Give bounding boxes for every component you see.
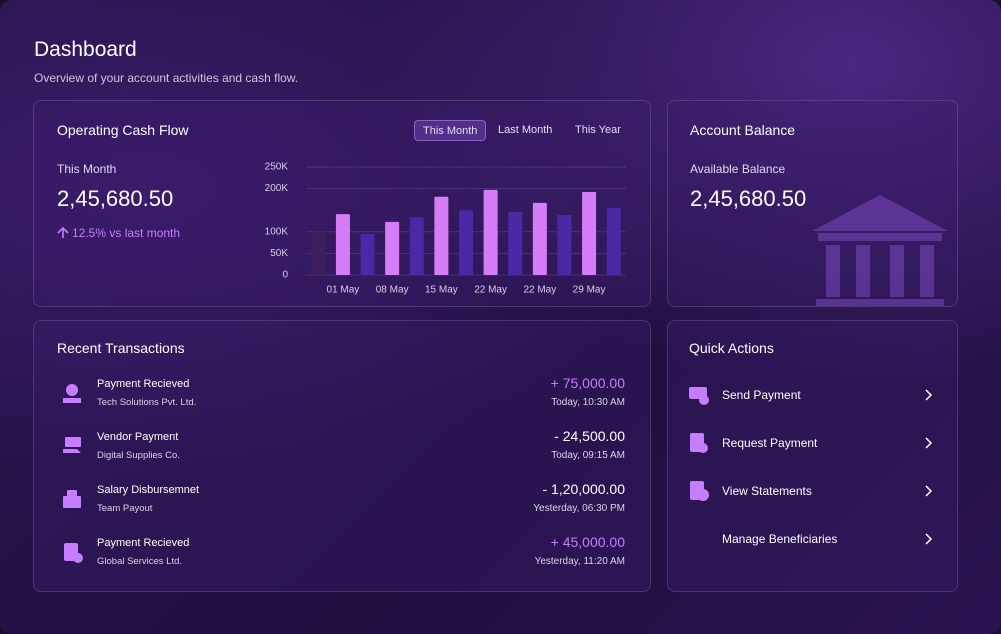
transaction-name: Payment Recieved (97, 537, 190, 549)
x-tick-label: 08 May (376, 285, 409, 296)
card-title: Account Balance (690, 122, 796, 138)
bar-chart: 0 50K 100K 200K 250K 01 May 08 May 15 May 22 May… (265, 162, 626, 296)
change: 12.5% vs last month (72, 226, 181, 240)
bar (311, 231, 326, 275)
transaction-party: Tech Solutions Pvt. Ltd. (97, 397, 197, 408)
bar (557, 214, 572, 275)
transaction-amount: + 45,000.00 (550, 534, 625, 550)
transaction-amount: - 1,20,000.00 (542, 481, 625, 497)
bar (483, 189, 498, 275)
x-tick-label: 22 May (474, 285, 507, 296)
x-tick-label: 15 May (425, 285, 458, 296)
transaction-party: Digital Supplies Co. (97, 450, 180, 461)
up-arrow (57, 226, 69, 238)
action-label[interactable]: View Statements (722, 484, 812, 498)
cash-flow-card: Operating Cash Flow This Month Last Month… (33, 100, 651, 307)
bar (434, 196, 449, 275)
transaction-party: Team Payout (97, 503, 153, 514)
transaction-time: Today, 09:15 AM (551, 450, 625, 461)
action-icon (690, 433, 708, 453)
transaction-time: Yesterday, 06:30 PM (533, 503, 625, 514)
y-tick-label: 200K (265, 183, 289, 194)
transaction-time: Yesterday, 11:20 AM (534, 556, 625, 567)
page-title: Dashboard (34, 38, 137, 61)
transaction-name: Payment Recieved (97, 378, 190, 390)
chevron[interactable] (924, 389, 934, 401)
card-title: Quick Actions (689, 340, 774, 356)
bar (532, 202, 547, 275)
quick-actions-card: Quick Actions Send Payment Request Paymen… (667, 320, 958, 592)
y-tick-label: 0 (282, 270, 288, 281)
bar (385, 221, 400, 275)
transaction-amount: - 24,500.00 (554, 428, 625, 444)
tab[interactable]: Last Month (498, 124, 553, 136)
bar (409, 217, 424, 275)
transaction-party: Global Services Ltd. (97, 556, 183, 567)
y-tick-label: 100K (265, 226, 289, 237)
chevron[interactable] (924, 533, 934, 545)
transaction-name: Salary Disbursemnet (97, 484, 200, 496)
page-subtitle: Overview of your account activities and … (34, 71, 299, 85)
bar (459, 210, 473, 275)
summary-value: 2,45,680.50 (57, 186, 174, 211)
action-label[interactable]: Request Payment (722, 436, 818, 450)
chevron[interactable] (924, 485, 934, 497)
x-tick-label: 22 May (523, 285, 556, 296)
transaction-icon (63, 437, 81, 453)
transaction-amount: + 75,000.00 (550, 375, 625, 391)
balance-card: Account Balance Available Balance 2,45,6… (667, 100, 958, 307)
transaction-icon (63, 384, 81, 403)
action-label[interactable]: Send Payment (722, 388, 801, 402)
x-tick-label: 29 May (573, 285, 606, 296)
transaction-icon (64, 543, 83, 563)
tab[interactable]: This Month (414, 120, 487, 141)
transactions-card: Recent Transactions Payment Recieved Tech… (33, 320, 651, 592)
summary-label: This Month (57, 162, 117, 176)
transaction-name: Vendor Payment (97, 431, 179, 443)
balance-value: 2,45,680.50 (690, 186, 807, 211)
card-title: Recent Transactions (57, 340, 185, 356)
bank-icon (812, 195, 948, 306)
bar (582, 192, 597, 275)
x-tick-label: 01 May (327, 285, 360, 296)
action-icon (689, 387, 709, 405)
action-label[interactable]: Manage Beneficiaries (722, 532, 838, 546)
tab[interactable]: This Year (575, 124, 621, 136)
bar (360, 233, 375, 275)
bar (335, 214, 350, 275)
chevron[interactable] (924, 437, 934, 449)
transaction-icon (63, 490, 81, 508)
y-tick-label: 50K (270, 248, 288, 259)
card-title: Operating Cash Flow (57, 122, 189, 138)
bar (606, 208, 621, 275)
action-icon (690, 481, 709, 501)
y-tick-label: 250K (265, 162, 289, 173)
transaction-time: Today, 10:30 AM (551, 397, 625, 408)
bar (508, 211, 523, 275)
balance-label: Available Balance (690, 162, 786, 176)
